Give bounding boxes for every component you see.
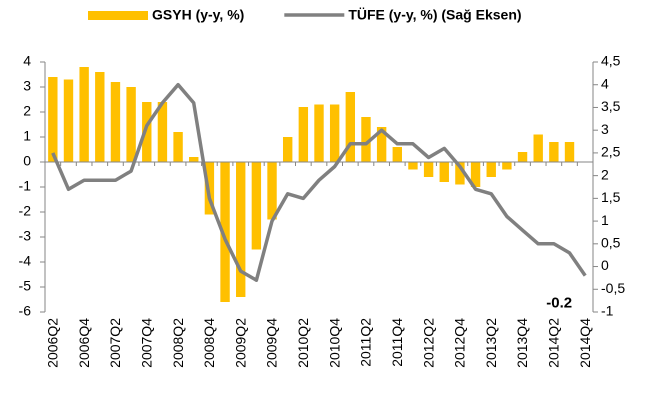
- y2-tick-label: -0,5: [601, 280, 625, 296]
- x-tick-label: 2014Q4: [577, 318, 593, 368]
- bar: [455, 162, 465, 185]
- bar: [564, 142, 575, 162]
- y2-tick-label: 4,5: [601, 53, 621, 69]
- bar: [361, 117, 371, 162]
- bar: [110, 82, 121, 162]
- bar: [79, 67, 89, 162]
- bar: [189, 157, 199, 162]
- bar: [173, 132, 183, 162]
- y-tick-label: -6: [19, 303, 32, 319]
- bar: [502, 162, 512, 170]
- y-tick-label: 4: [23, 53, 31, 69]
- x-tick-label: 2007Q4: [138, 318, 154, 368]
- y2-tick-label: 1,5: [601, 189, 621, 205]
- y2-tick-label: -1: [601, 303, 614, 319]
- x-tick-label: 2010Q4: [326, 318, 342, 368]
- x-tick-label: 2010Q2: [295, 318, 311, 368]
- legend-label: TÜFE (y-y, %) (Sağ Eksen): [348, 7, 521, 23]
- y-tick-label: -2: [19, 203, 32, 219]
- x-tick-label: 2012Q4: [452, 318, 468, 368]
- bar: [126, 87, 136, 162]
- y-tick-label: 3: [23, 78, 31, 94]
- y-tick-label: 2: [23, 103, 31, 119]
- x-tick-label: 2009Q2: [232, 318, 248, 368]
- bar: [376, 127, 387, 162]
- bar: [267, 162, 277, 220]
- bar: [470, 162, 481, 187]
- y2-tick-label: 2: [601, 166, 609, 182]
- x-tick-label: 2013Q4: [514, 318, 530, 368]
- x-tick-label: 2012Q2: [420, 318, 436, 368]
- y-tick-label: -4: [19, 253, 32, 269]
- bar: [298, 107, 309, 162]
- y-tick-label: 0: [23, 153, 31, 169]
- bar: [517, 152, 528, 162]
- y2-tick-label: 3,5: [601, 98, 621, 114]
- bar: [439, 162, 449, 182]
- legend-swatch: [88, 11, 148, 20]
- y2-tick-label: 4: [601, 75, 609, 91]
- bar: [95, 72, 105, 162]
- bar: [157, 102, 168, 162]
- bar: [549, 142, 559, 162]
- y2-tick-label: 0,5: [601, 235, 621, 251]
- y2-tick-label: 3: [601, 121, 609, 137]
- x-tick-label: 2007Q2: [107, 318, 123, 368]
- data-label: -0.2: [546, 295, 572, 312]
- bar: [142, 102, 152, 162]
- x-tick-label: 2008Q4: [201, 318, 217, 368]
- bar: [423, 162, 434, 177]
- legend-label: GSYH (y-y, %): [152, 7, 244, 23]
- bar: [486, 162, 496, 177]
- bar: [533, 134, 543, 162]
- x-tick-label: 2008Q2: [170, 318, 186, 368]
- bar: [282, 137, 293, 162]
- bar: [63, 79, 74, 162]
- x-tick-label: 2013Q2: [483, 318, 499, 368]
- line: [51, 82, 587, 282]
- bar: [314, 104, 324, 162]
- y-tick-label: -3: [19, 228, 32, 244]
- x-tick-label: 2006Q2: [45, 318, 61, 368]
- y-tick-label: 1: [23, 128, 31, 144]
- x-tick-label: 2011Q4: [389, 318, 405, 367]
- bar: [408, 162, 418, 170]
- y2-tick-label: 2,5: [601, 144, 621, 160]
- bar: [220, 162, 230, 302]
- bar: [392, 147, 402, 162]
- x-tick-label: 2014Q2: [546, 318, 562, 368]
- y-tick-label: -1: [19, 178, 32, 194]
- x-tick-label: 2011Q2: [358, 318, 374, 367]
- bar: [236, 162, 246, 297]
- bar: [48, 77, 58, 162]
- y-tick-label: -5: [19, 278, 32, 294]
- y2-tick-label: 0: [601, 257, 609, 273]
- bar: [345, 92, 356, 162]
- bar: [251, 162, 262, 250]
- x-tick-label: 2006Q4: [76, 318, 92, 368]
- y2-tick-label: 1: [601, 212, 609, 228]
- x-tick-label: 2009Q4: [264, 318, 280, 368]
- bar: [329, 104, 340, 162]
